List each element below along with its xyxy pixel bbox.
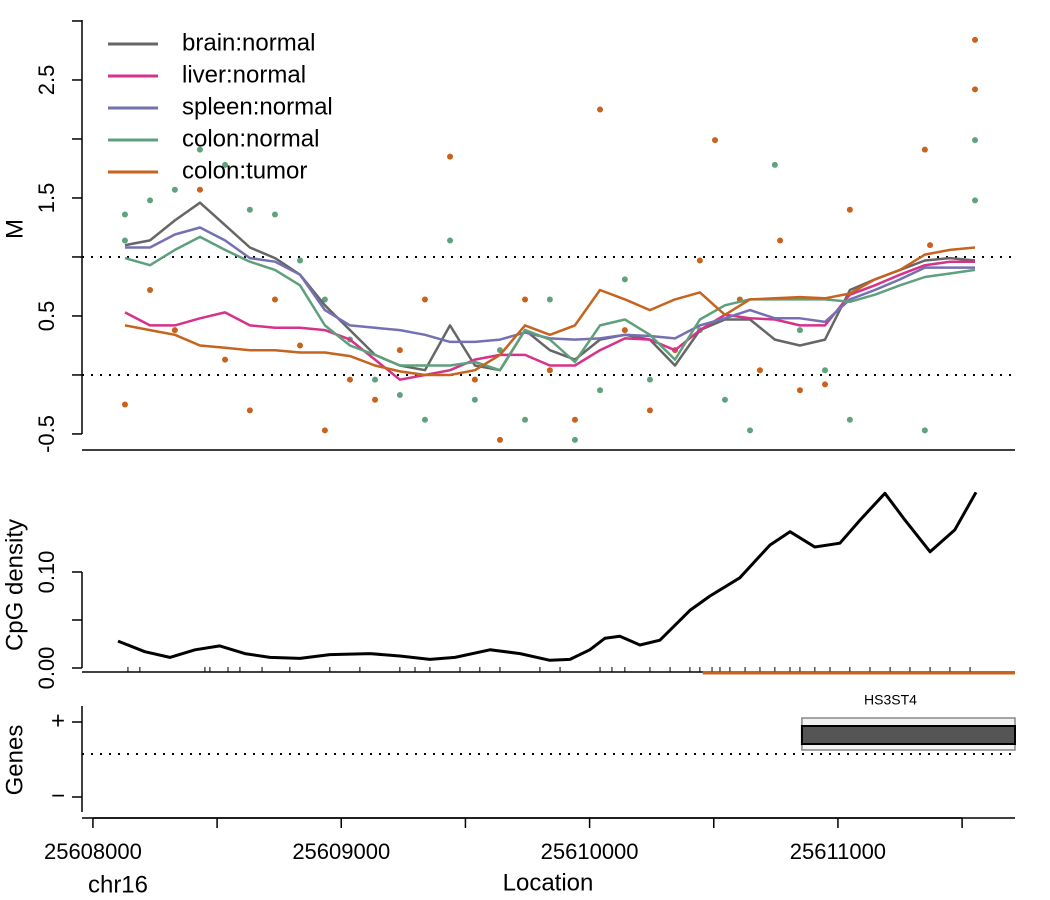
y-axis-title: Genes xyxy=(1,725,28,796)
data-point xyxy=(372,376,379,383)
data-point xyxy=(346,376,353,383)
data-point xyxy=(822,367,829,374)
y-tick-label: 2.5 xyxy=(34,65,59,96)
legend-label: liver:normal xyxy=(182,61,306,88)
series-line xyxy=(124,246,976,377)
data-point xyxy=(597,387,604,394)
series-line xyxy=(117,491,978,662)
data-point xyxy=(621,327,628,334)
y-tick-label: 0.5 xyxy=(34,301,59,332)
x-tick-label: 25608000 xyxy=(44,839,142,864)
series-line xyxy=(124,260,975,381)
data-point xyxy=(927,242,934,249)
legend-label: colon:normal xyxy=(182,125,319,152)
data-point xyxy=(271,296,278,303)
data-point xyxy=(621,276,628,283)
data-point xyxy=(246,407,253,414)
data-point xyxy=(121,211,128,218)
chromosome-label: chr16 xyxy=(88,871,148,898)
data-point xyxy=(321,296,328,303)
gene-exon xyxy=(800,725,1016,745)
data-point xyxy=(147,197,154,204)
legend-label: colon:tumor xyxy=(182,157,307,184)
data-point xyxy=(471,396,478,403)
data-point xyxy=(747,427,754,434)
data-point xyxy=(796,327,803,334)
data-point xyxy=(121,401,128,408)
data-point xyxy=(297,342,304,349)
data-point xyxy=(246,206,253,213)
data-point xyxy=(972,137,979,144)
data-point xyxy=(297,257,304,264)
data-point xyxy=(471,376,478,383)
data-point xyxy=(921,427,928,434)
y-tick-label: 0.00 xyxy=(34,647,59,690)
data-point xyxy=(372,396,379,403)
data-point xyxy=(147,287,154,294)
legend-label: brain:normal xyxy=(182,29,315,56)
data-point xyxy=(222,356,229,363)
data-point xyxy=(447,153,454,160)
data-point xyxy=(756,367,763,374)
data-point xyxy=(321,427,328,434)
y-tick-label: 1.5 xyxy=(34,183,59,214)
data-point xyxy=(421,416,428,423)
data-point xyxy=(196,186,203,193)
x-tick-label: 25609000 xyxy=(292,839,390,864)
data-point xyxy=(222,161,229,168)
data-point xyxy=(196,146,203,153)
y-tick-label: 0.10 xyxy=(34,551,59,594)
y-axis-title: M xyxy=(1,219,28,239)
data-point xyxy=(496,436,503,443)
data-point xyxy=(546,296,553,303)
data-point xyxy=(646,376,653,383)
data-point xyxy=(171,327,178,334)
data-point xyxy=(421,296,428,303)
data-point xyxy=(121,237,128,244)
data-point xyxy=(972,197,979,204)
data-point xyxy=(972,86,979,93)
data-point xyxy=(822,381,829,388)
x-tick-label: 25610000 xyxy=(541,839,639,864)
data-point xyxy=(972,36,979,43)
strand-label: − xyxy=(51,782,65,809)
data-point xyxy=(696,257,703,264)
data-point xyxy=(396,347,403,354)
strand-label: + xyxy=(51,707,65,734)
data-point xyxy=(597,106,604,113)
series-line xyxy=(124,235,976,372)
data-point xyxy=(721,396,728,403)
y-axis-title: CpG density xyxy=(1,519,28,651)
data-point xyxy=(771,161,778,168)
data-point xyxy=(571,416,578,423)
data-point xyxy=(777,237,784,244)
data-point xyxy=(546,367,553,374)
data-point xyxy=(271,211,278,218)
data-point xyxy=(846,206,853,213)
data-point xyxy=(522,416,529,423)
data-point xyxy=(396,392,403,399)
data-point xyxy=(846,416,853,423)
gene-name: HS3ST4 xyxy=(864,692,917,708)
data-point xyxy=(796,387,803,394)
data-point xyxy=(921,146,928,153)
series-line xyxy=(124,201,976,372)
data-point xyxy=(522,296,529,303)
data-point xyxy=(447,237,454,244)
data-point xyxy=(712,137,719,144)
x-tick-label: 25611000 xyxy=(790,839,886,864)
legend-label: spleen:normal xyxy=(182,93,333,120)
data-point xyxy=(571,436,578,443)
y-tick-label: -0.5 xyxy=(34,415,59,453)
x-axis-title: Location xyxy=(503,869,594,896)
data-point xyxy=(171,186,178,193)
data-point xyxy=(646,407,653,414)
